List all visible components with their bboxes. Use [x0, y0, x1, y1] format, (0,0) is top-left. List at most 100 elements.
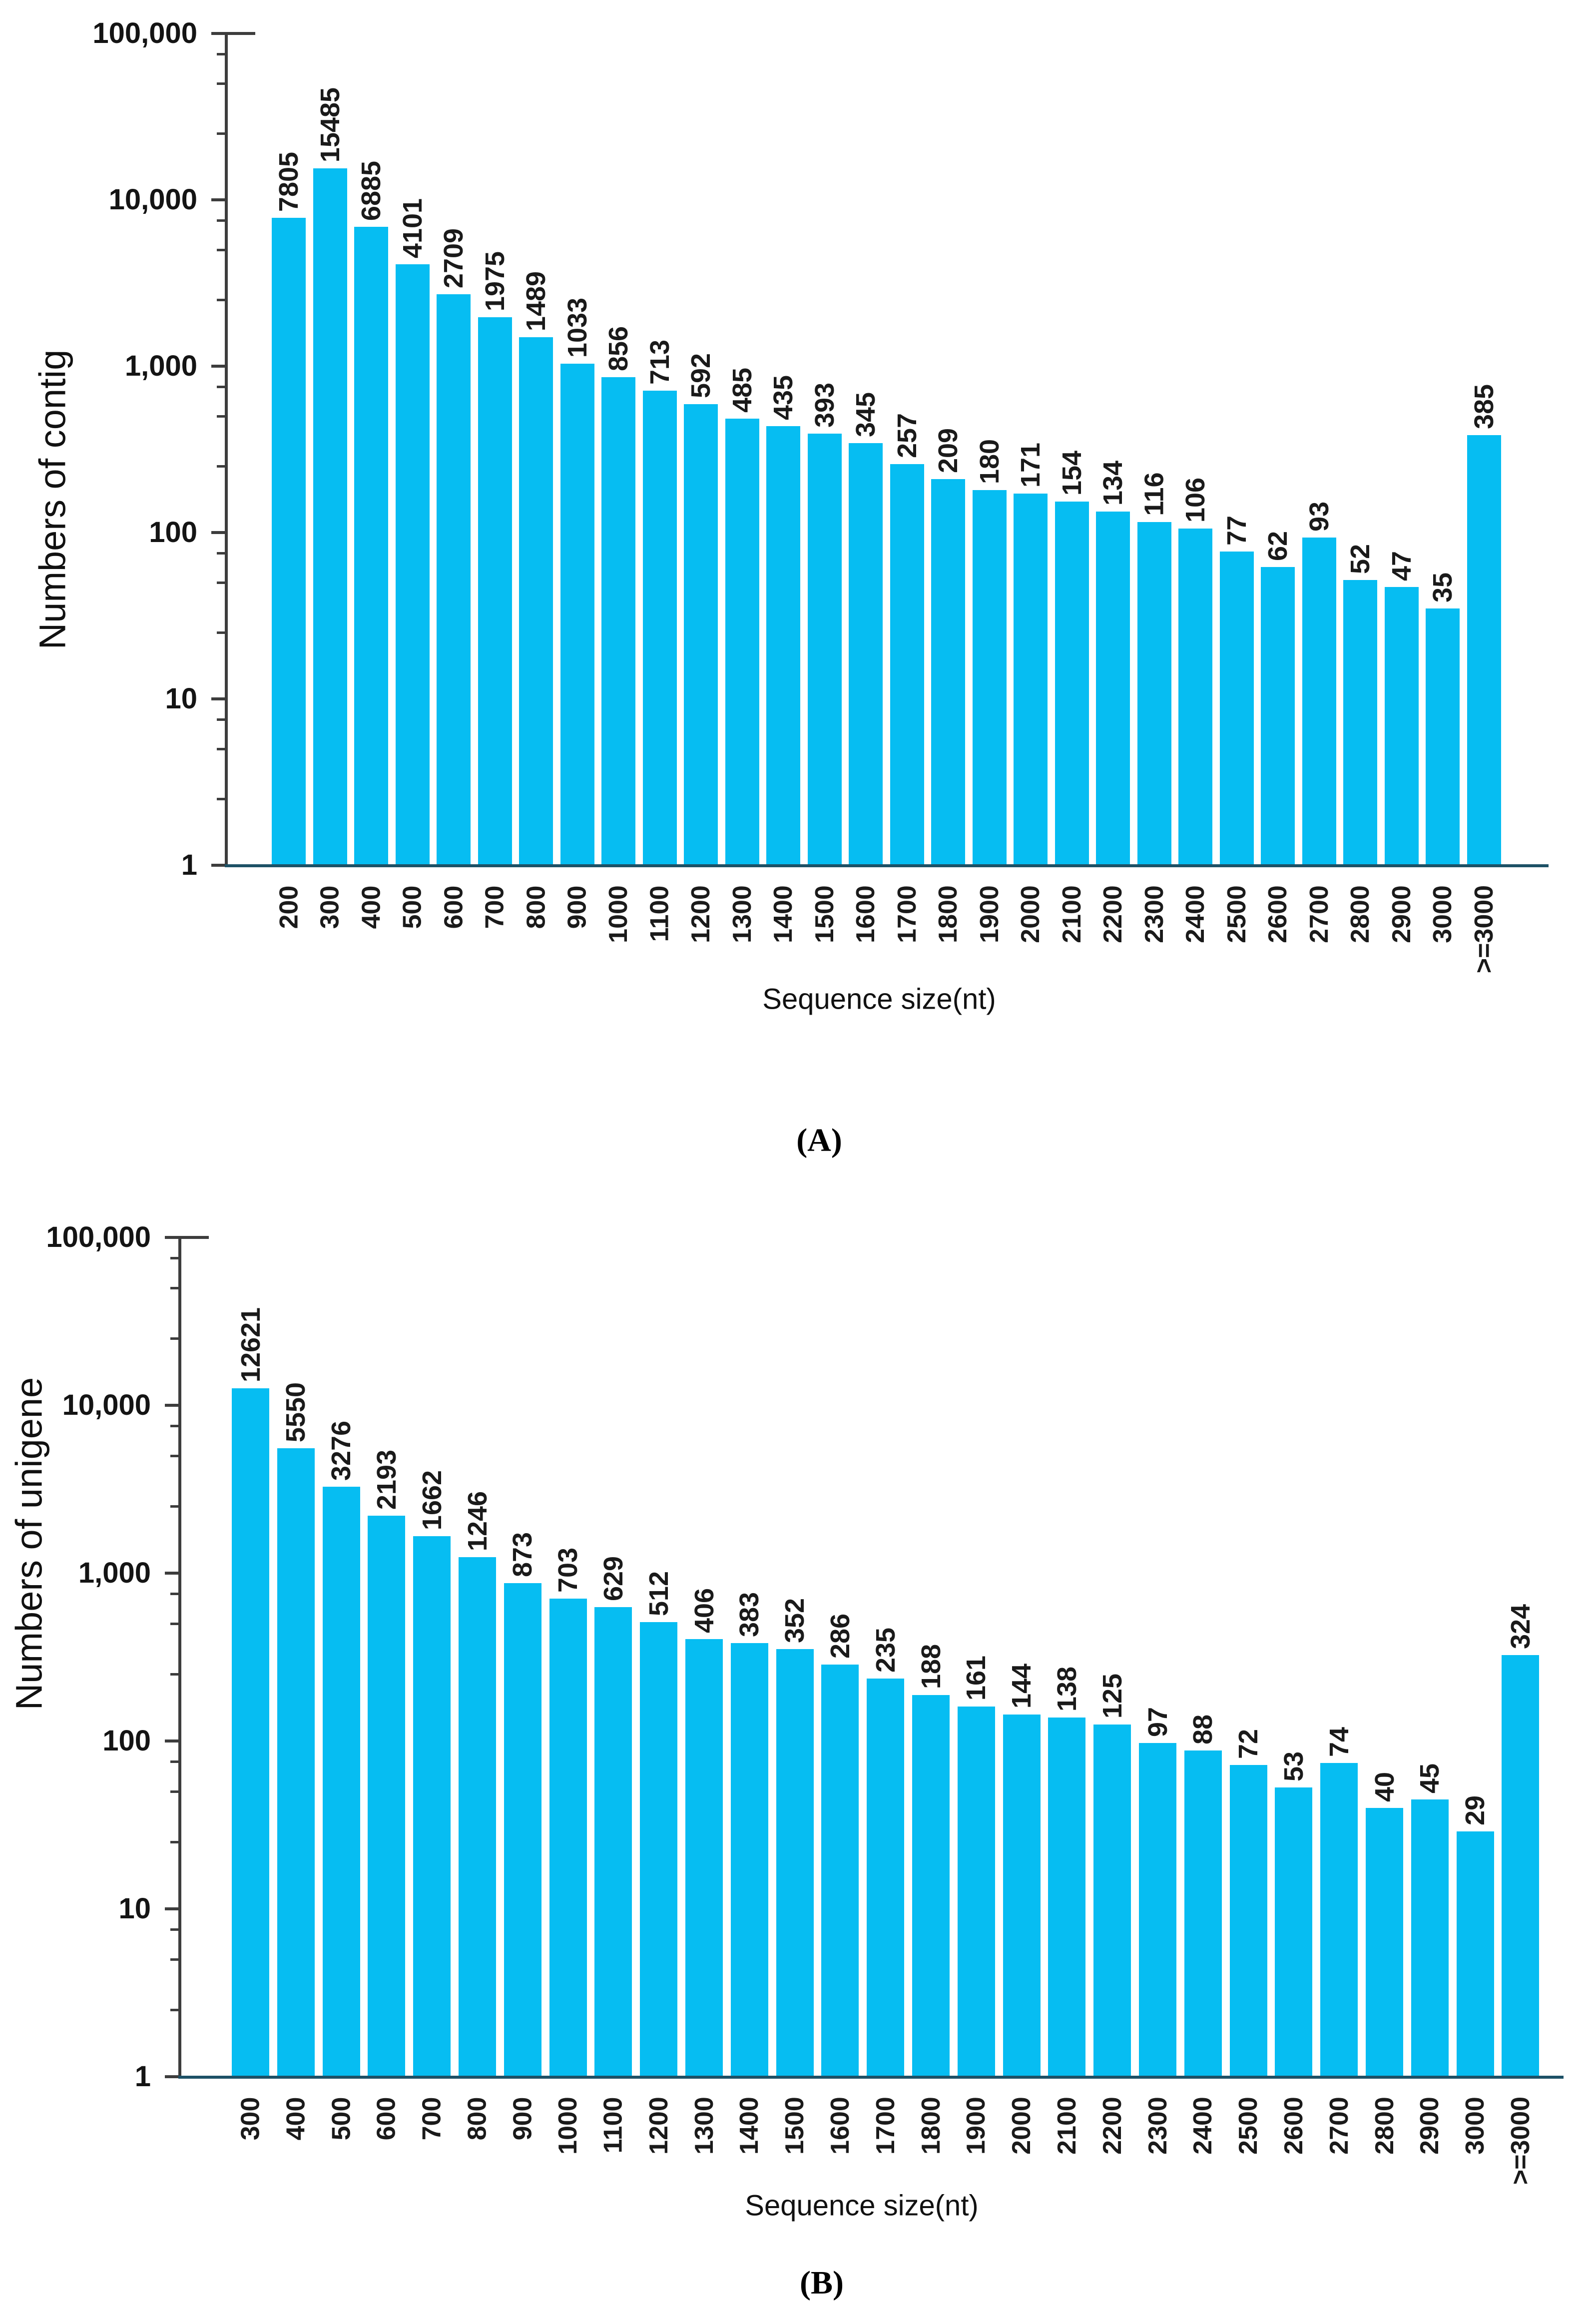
y-tick-minor	[217, 82, 226, 85]
y-tick-minor	[170, 1760, 180, 1763]
bar	[560, 364, 594, 865]
x-tick-label: 300	[315, 885, 345, 929]
y-tick-minor	[170, 1505, 180, 1508]
y-tick-major	[211, 864, 226, 867]
y-tick-minor	[217, 132, 226, 135]
bar-value-label: 45	[1415, 1763, 1445, 1793]
x-tick-label: 900	[508, 2097, 537, 2140]
y-tick-label: 1,000	[78, 1557, 151, 1589]
bar-value-label: 106	[1180, 477, 1211, 523]
y-tick-label: 100	[149, 516, 197, 549]
x-tick-label: 1100	[598, 2097, 628, 2153]
x-tick-label: 1000	[603, 885, 633, 943]
x-tick-label: 3000	[1428, 885, 1457, 943]
bar	[1184, 1750, 1222, 2077]
y-tick-label: 10,000	[108, 183, 197, 216]
x-tick-label: 2000	[1016, 885, 1045, 943]
y-tick-minor	[170, 1286, 180, 1289]
y-tick-minor	[170, 1958, 180, 1961]
bar-value-label: 235	[870, 1628, 901, 1673]
bar-value-label: 6885	[356, 160, 387, 221]
y-tick-major	[211, 365, 226, 368]
y-tick-major	[165, 1572, 180, 1575]
x-tick-label: 600	[439, 885, 468, 929]
x-tick-label: 2500	[1233, 2097, 1263, 2155]
bar	[1275, 1787, 1312, 2077]
bar-value-label: 47	[1386, 551, 1417, 581]
y-tick-label: 1,000	[124, 350, 197, 382]
bar	[731, 1643, 768, 2077]
y-axis-title: Numbers of unigene	[8, 1377, 50, 1711]
y-tick-label: 10	[165, 682, 197, 715]
x-tick-label: 2900	[1415, 2097, 1445, 2155]
x-tick-label: 1300	[727, 885, 757, 943]
x-tick-label: 1400	[768, 885, 798, 943]
y-tick-minor	[170, 1622, 180, 1625]
bar	[1320, 1763, 1358, 2077]
bar	[277, 1448, 315, 2077]
x-tick-label: 700	[417, 2097, 447, 2140]
axis-top-cap	[226, 32, 255, 35]
bar-value-label: 77	[1221, 515, 1252, 546]
x-tick-label: 800	[521, 885, 550, 929]
x-tick-label: 2500	[1222, 885, 1251, 943]
x-tick-label: 1700	[871, 2097, 900, 2155]
bar	[1467, 435, 1501, 865]
bar	[549, 1599, 587, 2077]
x-tick-label: 2000	[1007, 2097, 1036, 2155]
y-tick-major	[165, 1404, 180, 1407]
bar-value-label: 512	[643, 1571, 674, 1616]
bar	[685, 1639, 723, 2077]
x-tick-label: 1800	[933, 885, 963, 943]
bar	[272, 218, 306, 865]
bar-value-label: 188	[916, 1644, 946, 1689]
x-tick-label: 700	[480, 885, 510, 929]
bar	[437, 294, 471, 865]
x-tick-label: 1200	[686, 885, 715, 943]
bar-value-label: 138	[1052, 1666, 1082, 1712]
x-axis-title: Sequence size(nt)	[745, 2189, 979, 2222]
y-tick-minor	[170, 1790, 180, 1793]
bar-value-label: 324	[1505, 1604, 1536, 1650]
bar-value-label: 856	[603, 326, 634, 372]
x-tick-label: 500	[326, 2097, 356, 2140]
x-tick-label: 2200	[1098, 885, 1127, 943]
y-tick-minor	[217, 219, 226, 222]
bar	[1302, 538, 1336, 865]
bar-value-label: 12621	[235, 1307, 266, 1383]
bar-value-label: 485	[727, 367, 757, 413]
bar	[1055, 502, 1089, 865]
bar	[776, 1649, 814, 2077]
bar	[1137, 522, 1171, 865]
x-axis-title: Sequence size(nt)	[762, 983, 996, 1016]
y-tick-label: 100	[102, 1725, 151, 1757]
y-tick-minor	[217, 298, 226, 301]
x-tick-label: 400	[356, 885, 386, 929]
bar	[1230, 1765, 1267, 2077]
y-tick-minor	[217, 552, 226, 555]
x-axis-line	[225, 864, 1549, 867]
x-tick-label: 2400	[1188, 2097, 1218, 2155]
bar-value-label: 1033	[562, 298, 592, 358]
bar-value-label: 161	[961, 1655, 992, 1701]
x-tick-label: 1400	[735, 2097, 764, 2155]
bar	[973, 490, 1007, 865]
bar-value-label: 629	[598, 1556, 628, 1601]
y-tick-label: 10	[118, 1892, 151, 1925]
bar-value-label: 125	[1097, 1674, 1127, 1719]
bar	[313, 168, 347, 865]
bar-value-label: 171	[1016, 443, 1046, 488]
bar-value-label: 286	[825, 1613, 855, 1659]
y-tick-minor	[217, 53, 226, 56]
bar-value-label: 2193	[371, 1450, 402, 1510]
x-tick-label: 1800	[916, 2097, 946, 2155]
x-tick-label: 1600	[825, 2097, 855, 2155]
bar-value-label: 144	[1007, 1663, 1037, 1709]
y-tick-minor	[170, 1673, 180, 1676]
bar	[931, 479, 965, 865]
bar	[232, 1388, 269, 2077]
x-tick-label: 2600	[1279, 2097, 1308, 2155]
x-tick-label: 2300	[1139, 885, 1169, 943]
bar	[323, 1487, 360, 2077]
bar	[766, 426, 800, 865]
